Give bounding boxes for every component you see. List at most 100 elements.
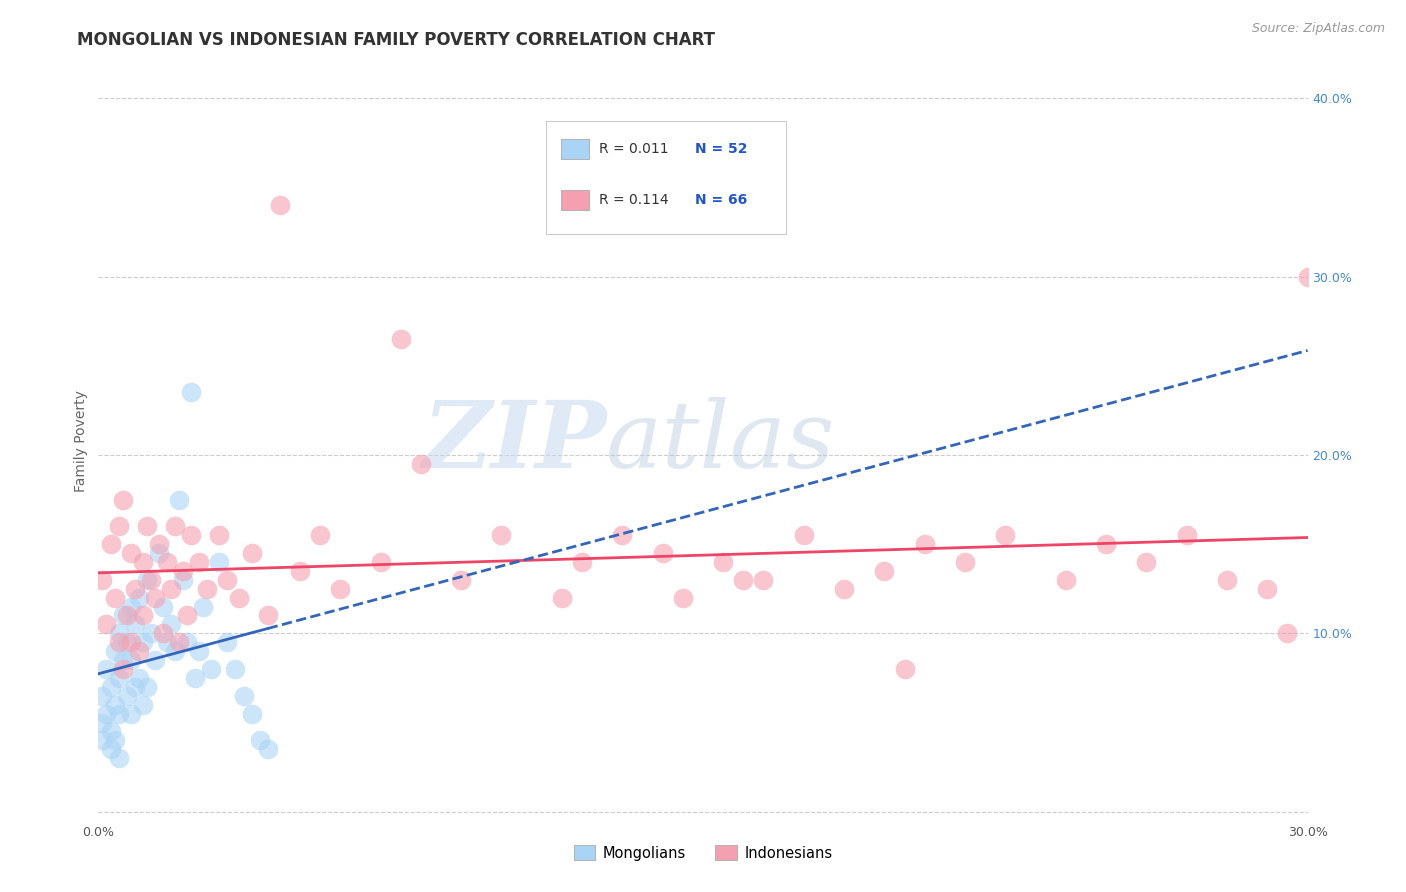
Text: MONGOLIAN VS INDONESIAN FAMILY POVERTY CORRELATION CHART: MONGOLIAN VS INDONESIAN FAMILY POVERTY C…	[77, 31, 716, 49]
Text: ZIP: ZIP	[422, 397, 606, 486]
Point	[148, 546, 170, 560]
Point	[1296, 269, 1319, 284]
Point	[217, 635, 239, 649]
Point	[120, 546, 142, 560]
Point	[115, 608, 138, 623]
Point	[163, 644, 186, 658]
Point	[160, 582, 183, 596]
Point	[180, 528, 202, 542]
Point	[249, 733, 271, 747]
Point	[193, 599, 215, 614]
Point	[208, 528, 231, 542]
Point	[1277, 626, 1299, 640]
Point	[135, 680, 157, 694]
Point	[1256, 582, 1278, 596]
Point	[124, 680, 146, 694]
Point	[953, 555, 976, 569]
Point	[115, 689, 138, 703]
Point	[124, 582, 146, 596]
Point	[873, 564, 896, 578]
Point	[115, 635, 138, 649]
Point	[612, 528, 634, 542]
Point	[711, 555, 734, 569]
Point	[176, 635, 198, 649]
Point	[571, 555, 593, 569]
Point	[752, 573, 775, 587]
Point	[409, 457, 432, 471]
Point	[128, 644, 150, 658]
Point	[152, 626, 174, 640]
Point	[128, 591, 150, 605]
Point	[240, 546, 263, 560]
Text: N = 66: N = 66	[695, 193, 747, 207]
Legend: Mongolians, Indonesians: Mongolians, Indonesians	[568, 839, 838, 866]
Point	[269, 198, 291, 212]
Point	[256, 608, 278, 623]
Point	[224, 662, 246, 676]
Point	[180, 385, 202, 400]
Point	[1135, 555, 1157, 569]
Point	[240, 706, 263, 721]
Point	[217, 573, 239, 587]
Point	[111, 608, 134, 623]
Point	[132, 608, 155, 623]
Point	[228, 591, 250, 605]
Point	[195, 582, 218, 596]
Point	[128, 671, 150, 685]
Point	[551, 591, 574, 605]
Point	[96, 706, 118, 721]
Point	[651, 546, 673, 560]
Point	[160, 617, 183, 632]
Point	[167, 635, 190, 649]
Point	[111, 653, 134, 667]
Point	[111, 492, 134, 507]
Point	[100, 537, 122, 551]
Point	[120, 599, 142, 614]
Point	[163, 519, 186, 533]
Point	[232, 689, 254, 703]
Point	[329, 582, 352, 596]
Point	[96, 662, 118, 676]
Point	[103, 733, 125, 747]
Point	[91, 733, 114, 747]
Point	[893, 662, 915, 676]
Point	[256, 742, 278, 756]
Point	[309, 528, 332, 542]
Point	[91, 573, 114, 587]
Point	[733, 573, 755, 587]
Point	[188, 644, 211, 658]
Point	[103, 591, 125, 605]
Point	[176, 608, 198, 623]
Point	[132, 698, 155, 712]
Point	[107, 706, 129, 721]
Point	[139, 626, 162, 640]
Text: N = 52: N = 52	[695, 142, 748, 156]
Point	[1175, 528, 1198, 542]
Point	[139, 573, 162, 587]
Point	[143, 591, 166, 605]
Point	[167, 492, 190, 507]
Point	[1095, 537, 1118, 551]
Point	[152, 599, 174, 614]
Point	[107, 519, 129, 533]
Point	[111, 662, 134, 676]
Point	[135, 573, 157, 587]
Point	[103, 644, 125, 658]
Point	[370, 555, 392, 569]
Point	[103, 698, 125, 712]
Point	[156, 635, 179, 649]
Point	[148, 537, 170, 551]
Point	[172, 564, 194, 578]
Point	[200, 662, 222, 676]
Point	[100, 680, 122, 694]
Point	[914, 537, 936, 551]
Point	[132, 635, 155, 649]
Point	[172, 573, 194, 587]
Point	[156, 555, 179, 569]
Point	[184, 671, 207, 685]
Text: R = 0.114: R = 0.114	[599, 193, 669, 207]
Text: atlas: atlas	[606, 397, 835, 486]
Point	[107, 635, 129, 649]
Point	[124, 617, 146, 632]
Point	[188, 555, 211, 569]
